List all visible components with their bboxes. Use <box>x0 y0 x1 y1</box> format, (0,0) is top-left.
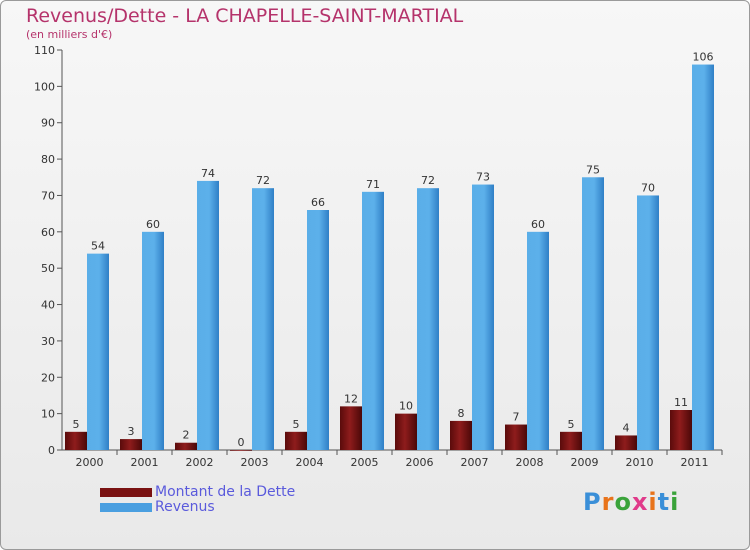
bar-dette <box>285 431 307 450</box>
legend-swatch-revenus <box>100 503 152 512</box>
bar-dette <box>395 413 417 450</box>
x-tick-label: 2001 <box>131 456 159 469</box>
y-tick-label: 40 <box>41 299 55 312</box>
y-tick-label: 70 <box>41 189 55 202</box>
data-label: 70 <box>641 181 655 194</box>
bar-revenus <box>362 191 384 450</box>
y-tick-label: 20 <box>41 371 55 384</box>
data-label: 74 <box>201 167 215 180</box>
bar-revenus <box>197 180 219 450</box>
x-tick-label: 2008 <box>516 456 544 469</box>
data-label: 4 <box>623 421 630 434</box>
bar-dette <box>120 439 142 450</box>
data-label: 66 <box>311 196 325 209</box>
bar-dette <box>615 435 637 450</box>
x-tick-label: 2005 <box>351 456 379 469</box>
bar-dette <box>670 410 692 450</box>
y-tick-label: 80 <box>41 153 55 166</box>
legend-label-debt: Montant de la Dette <box>155 484 296 500</box>
chart-subtitle: (en milliers d'€) <box>26 28 113 41</box>
bar-dette <box>450 420 472 450</box>
data-label: 2 <box>183 429 190 442</box>
data-label: 106 <box>693 51 714 64</box>
x-tick-label: 2004 <box>296 456 324 469</box>
legend-label-revenus: Revenus <box>155 499 215 515</box>
data-label: 72 <box>256 174 270 187</box>
x-tick-label: 2007 <box>461 456 489 469</box>
bar-revenus <box>692 64 714 450</box>
y-tick-label: 110 <box>34 44 55 57</box>
bar-dette <box>340 406 362 450</box>
legend-swatch-debt <box>100 488 152 497</box>
y-tick-label: 90 <box>41 117 55 130</box>
data-label: 7 <box>513 411 520 424</box>
bar-revenus <box>252 188 274 450</box>
chart-title: Revenus/Dette - LA CHAPELLE-SAINT-MARTIA… <box>26 5 464 27</box>
bar-revenus <box>472 184 494 450</box>
x-tick-label: 2000 <box>76 456 104 469</box>
bar-dette <box>175 442 197 450</box>
y-tick-label: 100 <box>34 80 55 93</box>
bars <box>65 64 714 451</box>
data-label: 54 <box>91 240 105 253</box>
data-label: 3 <box>128 425 135 438</box>
x-tick-label: 2010 <box>626 456 654 469</box>
bar-revenus <box>307 210 329 450</box>
proxiti-logo: Proxiti <box>583 488 680 516</box>
bar-dette <box>560 431 582 450</box>
data-label: 73 <box>476 171 490 184</box>
y-tick-label: 0 <box>48 444 55 457</box>
x-tick-label: 2003 <box>241 456 269 469</box>
bar-revenus <box>87 253 109 450</box>
bar-revenus <box>637 195 659 450</box>
data-label: 12 <box>344 392 358 405</box>
x-tick-label: 2009 <box>571 456 599 469</box>
bar-revenus <box>142 231 164 450</box>
data-label: 8 <box>458 407 465 420</box>
data-label: 11 <box>674 396 688 409</box>
x-tick-label: 2002 <box>186 456 214 469</box>
x-tick-label: 2006 <box>406 456 434 469</box>
data-label: 75 <box>586 163 600 176</box>
bar-dette <box>505 424 527 450</box>
data-label: 60 <box>531 218 545 231</box>
y-tick-label: 10 <box>41 408 55 421</box>
y-tick-label: 50 <box>41 262 55 275</box>
bar-revenus <box>417 188 439 450</box>
bar-dette <box>65 431 87 450</box>
data-label: 71 <box>366 178 380 191</box>
bar-revenus <box>527 231 549 450</box>
data-label: 10 <box>399 400 413 413</box>
data-label: 5 <box>73 418 80 431</box>
data-label: 0 <box>238 436 245 449</box>
bar-revenus <box>582 177 604 451</box>
data-label: 5 <box>293 418 300 431</box>
x-tick-label: 2011 <box>681 456 709 469</box>
bar-dette <box>230 450 252 451</box>
data-label: 72 <box>421 174 435 187</box>
y-tick-label: 60 <box>41 226 55 239</box>
data-label: 60 <box>146 218 160 231</box>
y-tick-label: 30 <box>41 335 55 348</box>
data-label: 5 <box>568 418 575 431</box>
